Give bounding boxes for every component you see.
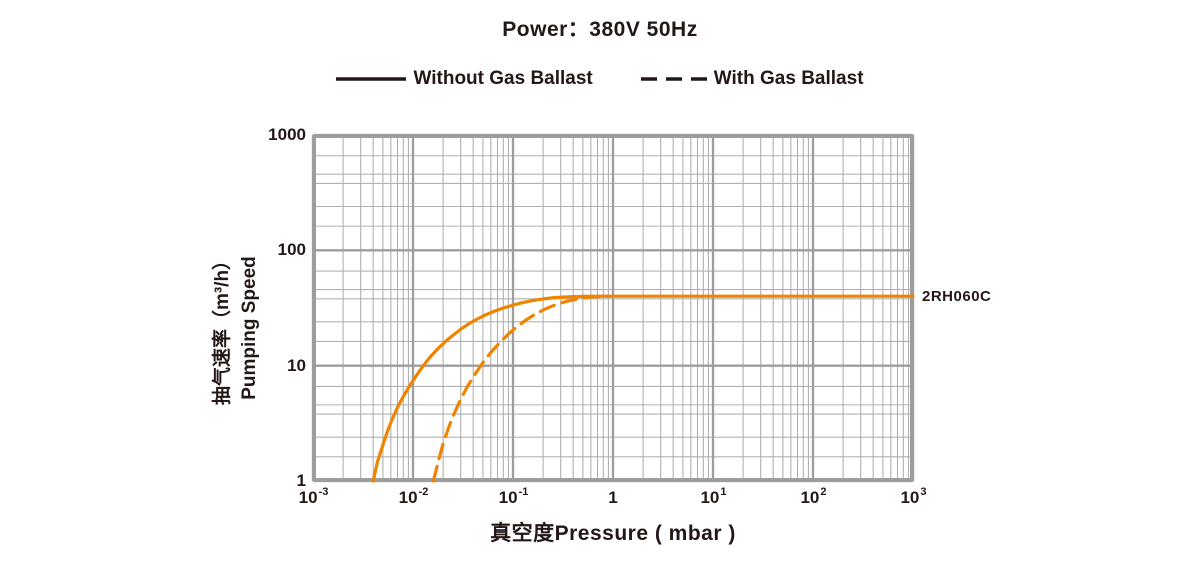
x-tick-label: 10-2 bbox=[378, 486, 448, 508]
x-tick-base: 10 bbox=[298, 488, 318, 507]
plot-border bbox=[313, 135, 913, 481]
solid-line-swatch-icon bbox=[336, 77, 407, 81]
curve-solid bbox=[371, 294, 915, 483]
log-log-plot-area bbox=[311, 133, 915, 483]
x-tick-base: 10 bbox=[398, 488, 418, 507]
x-tick-base: 10 bbox=[700, 488, 720, 507]
legend-item-with-gas-ballast: With Gas Ballast bbox=[640, 68, 864, 90]
legend-item-without-gas-ballast: Without Gas Ballast bbox=[336, 68, 593, 90]
y-tick-label: 10 bbox=[287, 355, 306, 375]
y-tick-label: 1 bbox=[296, 471, 306, 490]
x-axis-title: 真空度Pressure ( mbar ) bbox=[490, 522, 736, 545]
x-tick-label: 102 bbox=[778, 486, 848, 508]
x-tick-label: 101 bbox=[678, 486, 748, 508]
x-tick-exponent: 3 bbox=[920, 486, 927, 499]
x-tick-label: 10-1 bbox=[478, 486, 548, 508]
x-tick-base: 10 bbox=[900, 488, 920, 507]
legend-label: With Gas Ballast bbox=[713, 68, 864, 89]
x-tick-exponent: 2 bbox=[820, 486, 827, 499]
legend-label: Without Gas Ballast bbox=[413, 68, 593, 89]
curve-dashed bbox=[431, 294, 610, 483]
y-tick-label: 100 bbox=[277, 240, 306, 260]
x-tick-label: 1 bbox=[578, 488, 648, 508]
y-tick-label: 1000 bbox=[268, 125, 306, 144]
dashed-line-swatch-icon bbox=[640, 77, 707, 81]
x-tick-exponent: -2 bbox=[418, 486, 429, 499]
x-tick-label: 103 bbox=[878, 486, 948, 508]
x-tick-exponent: -3 bbox=[318, 486, 329, 499]
x-tick-exponent: 1 bbox=[720, 486, 727, 499]
curve-model-label: 2RH060C bbox=[922, 288, 992, 306]
y-axis-title-cn: 抽气速率（m³/h） bbox=[212, 250, 233, 406]
chart-legend: Without Gas Ballast With Gas Ballast bbox=[0, 64, 1200, 94]
x-tick-exponent: -1 bbox=[518, 486, 529, 499]
chart-title: Power：380V 50Hz bbox=[502, 18, 698, 41]
x-tick-base: 10 bbox=[498, 488, 518, 507]
x-tick-base: 1 bbox=[608, 488, 618, 507]
x-tick-label: 10-3 bbox=[278, 486, 348, 508]
x-tick-base: 10 bbox=[800, 488, 820, 507]
